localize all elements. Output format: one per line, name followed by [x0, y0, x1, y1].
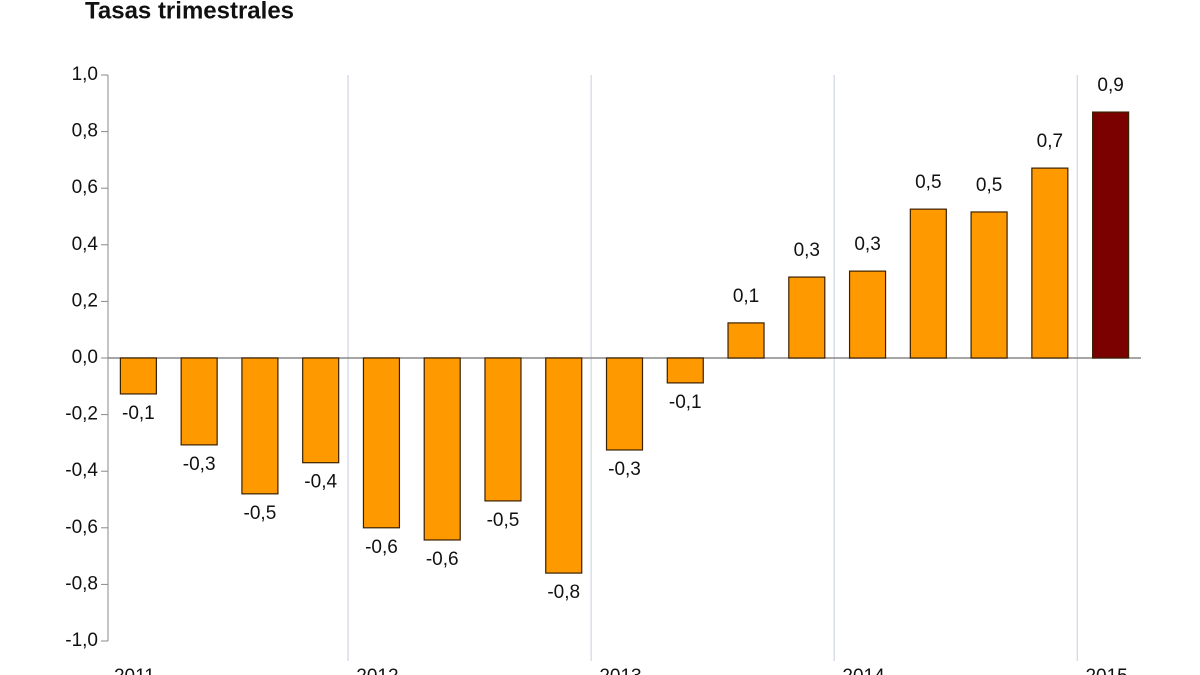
value-label: -0,5 — [487, 510, 520, 531]
value-label: 0,1 — [733, 286, 759, 307]
bar — [545, 357, 583, 574]
bar — [302, 357, 340, 464]
bar — [362, 357, 401, 529]
bar — [848, 270, 887, 359]
value-label: -0,6 — [426, 549, 459, 570]
bar — [1092, 111, 1130, 359]
bar — [909, 208, 947, 359]
bar — [180, 357, 218, 446]
y-tick-label: -1,0 — [65, 630, 98, 651]
value-label: -0,1 — [122, 403, 155, 424]
value-label: -0,1 — [669, 392, 702, 413]
value-label: -0,6 — [365, 537, 398, 558]
y-tick-label: 0,6 — [72, 177, 98, 198]
bar — [1031, 167, 1069, 359]
value-label: 0,9 — [1097, 75, 1123, 96]
bar — [605, 357, 644, 451]
value-label: -0,8 — [547, 582, 580, 603]
y-tick-label: -0,2 — [65, 404, 98, 425]
value-label: 0,3 — [854, 234, 880, 255]
bar — [119, 357, 157, 395]
y-tick-label: -0,4 — [65, 460, 98, 481]
value-label: -0,3 — [608, 459, 641, 480]
bar — [666, 357, 704, 384]
y-tick-label: -0,8 — [65, 573, 98, 594]
y-tick-label: -0,6 — [65, 517, 98, 538]
value-label: -0,4 — [304, 472, 337, 493]
x-tick-label: 2012 — [356, 666, 398, 675]
y-tick-label: 0,4 — [72, 234, 99, 255]
y-tick-label: 0,0 — [72, 347, 98, 368]
bar — [788, 276, 826, 359]
x-tick-label: 2011 — [114, 666, 155, 675]
bar — [241, 357, 279, 495]
value-label: 0,5 — [915, 172, 941, 193]
value-label: -0,3 — [183, 454, 216, 475]
value-label: 0,7 — [1037, 131, 1063, 152]
x-tick-label: 2013 — [599, 666, 641, 675]
value-label: 0,5 — [976, 175, 1002, 196]
x-tick-label: 2015 — [1085, 666, 1127, 675]
bar — [423, 357, 461, 541]
bar — [970, 211, 1008, 359]
y-tick-label: 1,0 — [72, 64, 98, 85]
x-tick-label: 2014 — [842, 666, 885, 675]
chart-title: Tasas trimestrales — [85, 0, 294, 24]
value-label: 0,3 — [794, 240, 820, 261]
y-tick-label: 0,2 — [72, 290, 98, 311]
value-label: -0,5 — [244, 503, 277, 524]
bar — [484, 357, 522, 502]
bar — [727, 322, 765, 359]
y-tick-label: 0,8 — [72, 121, 98, 142]
